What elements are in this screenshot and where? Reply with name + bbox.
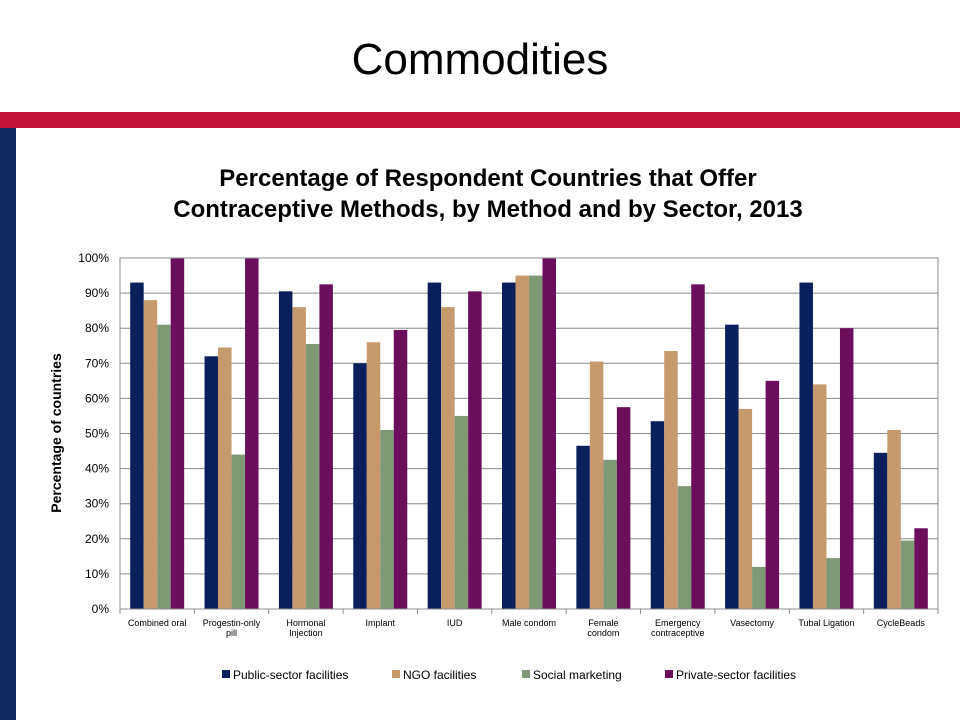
bar-public-sector-facilities bbox=[353, 363, 367, 609]
bar-ngo-facilities bbox=[589, 361, 604, 609]
bar-ngo-facilities bbox=[366, 342, 381, 609]
legend: Public-sector facilities NGO facilities So… bbox=[222, 668, 796, 682]
chart-title-line-2: Contraceptive Methods, by Method and by … bbox=[173, 196, 803, 223]
bar-ngo-facilities bbox=[812, 384, 827, 609]
slide-title: Commodities bbox=[351, 35, 609, 84]
x-category-label: Injection bbox=[289, 628, 323, 638]
y-axis-label: Percentage of countries bbox=[48, 353, 64, 513]
y-tick-label: 0% bbox=[92, 602, 110, 616]
legend-swatch bbox=[522, 670, 530, 678]
bar-public-sector-facilities bbox=[427, 282, 442, 609]
legend-swatch bbox=[665, 670, 673, 678]
chart-title-line-1: Percentage of Respondent Countries that … bbox=[219, 165, 757, 192]
bar-social-marketing bbox=[603, 459, 617, 609]
bar-private-sector-facilities bbox=[319, 284, 333, 609]
x-category-label: pill bbox=[226, 628, 237, 638]
bar-ngo-facilities bbox=[887, 429, 901, 609]
bar-private-sector-facilities bbox=[468, 291, 482, 609]
bar-private-sector-facilities bbox=[691, 284, 705, 609]
y-tick-label: 80% bbox=[85, 321, 109, 335]
bar-ngo-facilities bbox=[738, 408, 753, 609]
bar-private-sector-facilities bbox=[393, 329, 408, 609]
bar-social-marketing bbox=[826, 558, 840, 609]
bar-social-marketing bbox=[677, 486, 692, 609]
header-divider-band bbox=[0, 112, 960, 128]
y-tick-label: 20% bbox=[85, 532, 109, 546]
bar-public-sector-facilities bbox=[278, 291, 293, 609]
bar-ngo-facilities bbox=[218, 347, 232, 609]
x-category-label: Vasectomy bbox=[730, 618, 774, 628]
bar-public-sector-facilities bbox=[130, 282, 144, 609]
bar-public-sector-facilities bbox=[873, 452, 888, 609]
bar-public-sector-facilities bbox=[725, 324, 739, 609]
bar-private-sector-facilities bbox=[542, 258, 556, 609]
legend-swatch bbox=[222, 670, 230, 678]
chart-title: Percentage of Respondent Countries that … bbox=[16, 163, 960, 225]
bar-public-sector-facilities bbox=[799, 282, 813, 609]
bar-public-sector-facilities bbox=[576, 445, 590, 609]
legend-entry: Public-sector facilities bbox=[233, 668, 348, 682]
bar-public-sector-facilities bbox=[204, 356, 219, 609]
bar-private-sector-facilities bbox=[616, 407, 631, 609]
x-category-label: CycleBeads bbox=[877, 618, 926, 628]
bar-social-marketing bbox=[305, 343, 320, 609]
bar-social-marketing bbox=[231, 454, 246, 609]
bar-ngo-facilities bbox=[441, 307, 455, 609]
bar-ngo-facilities bbox=[515, 275, 529, 609]
axes bbox=[119, 257, 939, 614]
bar-private-sector-facilities bbox=[914, 528, 928, 609]
bar-ngo-facilities bbox=[664, 351, 678, 609]
y-tick-label: 70% bbox=[85, 356, 109, 370]
x-category-label: IUD bbox=[447, 618, 463, 628]
bar-social-marketing bbox=[752, 566, 766, 609]
x-category-label: Emergency bbox=[655, 618, 701, 628]
x-category-label: Combined oral bbox=[128, 618, 187, 628]
bar-private-sector-facilities bbox=[839, 328, 854, 609]
bars bbox=[130, 258, 928, 609]
legend-swatch bbox=[392, 670, 400, 678]
legend-entry: NGO facilities bbox=[403, 668, 476, 682]
x-category-label: Hormonal bbox=[286, 618, 325, 628]
bar-social-marketing bbox=[380, 429, 394, 609]
bar-social-marketing bbox=[157, 324, 171, 609]
x-category-label: contraceptive bbox=[651, 628, 705, 638]
y-tick-label: 10% bbox=[85, 567, 109, 581]
x-category-label: Progestin-only bbox=[203, 618, 261, 628]
y-tick-label: 30% bbox=[85, 497, 109, 511]
x-category-label: Female bbox=[588, 618, 618, 628]
x-category-label: Male condom bbox=[502, 618, 556, 628]
bar-social-marketing bbox=[454, 415, 469, 609]
x-category-label: Implant bbox=[366, 618, 396, 628]
side-accent-band bbox=[0, 128, 16, 720]
bar-ngo-facilities bbox=[292, 307, 306, 609]
axis-labels: 0% 10% 20% 30% 40% 50% 60% 70% 80% 90% 100% Combine… bbox=[78, 251, 925, 638]
bar-ngo-facilities bbox=[143, 300, 158, 609]
bar-social-marketing bbox=[529, 275, 543, 609]
x-category-label: condom bbox=[587, 628, 619, 638]
bar-private-sector-facilities bbox=[765, 380, 780, 609]
legend-entry: Social marketing bbox=[533, 668, 622, 682]
y-tick-label: 40% bbox=[85, 462, 109, 476]
bar-private-sector-facilities bbox=[245, 258, 259, 609]
bar-social-marketing bbox=[900, 540, 915, 609]
y-tick-label: 50% bbox=[85, 427, 109, 441]
bar-private-sector-facilities bbox=[170, 258, 185, 609]
y-tick-label: 100% bbox=[78, 251, 109, 265]
plot-area-border bbox=[119, 257, 939, 610]
y-tick-label: 60% bbox=[85, 391, 109, 405]
bar-public-sector-facilities bbox=[650, 421, 665, 609]
x-category-label: Tubal Ligation bbox=[798, 618, 854, 628]
bar-public-sector-facilities bbox=[502, 282, 516, 609]
legend-entry: Private-sector facilities bbox=[676, 668, 796, 682]
y-tick-label: 90% bbox=[85, 286, 109, 300]
